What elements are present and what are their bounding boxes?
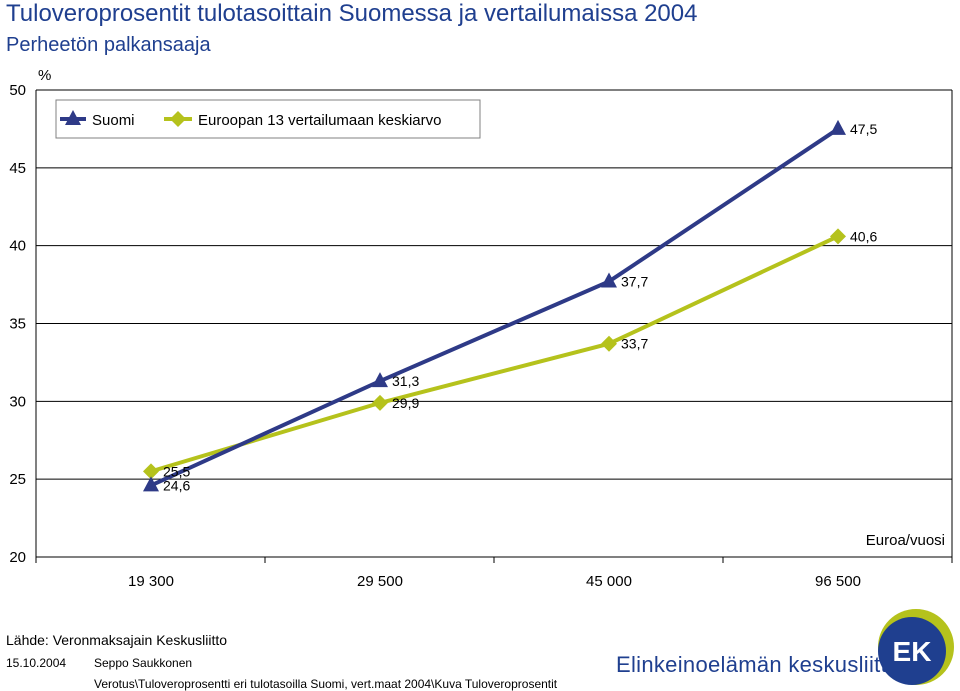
- data-label-europe: 33,7: [621, 336, 648, 352]
- series-line-europe: [150, 234, 839, 474]
- x-tick-label: 19 300: [128, 573, 174, 590]
- chart-title: Tuloveroprosentit tulotasoittain Suomess…: [6, 0, 698, 27]
- footer-author: Seppo Saukkonen: [94, 656, 193, 670]
- ek-logo-disc: [878, 617, 946, 685]
- brand-name: Elinkeinoelämän keskusliitto: [616, 652, 900, 677]
- y-tick-label: 20: [9, 549, 26, 566]
- europe-point: [830, 228, 846, 245]
- ek-logo-text: EK: [893, 636, 932, 667]
- data-label-europe: 40,6: [850, 228, 877, 244]
- data-label-suomi: 37,7: [621, 273, 648, 289]
- y-tick-label: 50: [9, 82, 26, 99]
- footer-date: 15.10.2004: [6, 656, 67, 670]
- europe-point: [601, 335, 617, 352]
- suomi-point: [143, 476, 159, 492]
- legend-label-suomi: Suomi: [92, 112, 135, 129]
- chart-subtitle: Perheetön palkansaaja: [6, 34, 211, 56]
- data-label-europe: 29,9: [392, 395, 419, 411]
- x-tick-label: 45 000: [586, 573, 632, 590]
- y-tick-label: 40: [9, 238, 26, 255]
- y-axis-label: %: [38, 67, 51, 84]
- source-note: Lähde: Veronmaksajain Keskusliitto: [6, 632, 228, 648]
- data-label-suomi: 24,6: [163, 477, 190, 493]
- x-axis-label: Euroa/vuosi: [866, 532, 945, 549]
- data-label-europe: 25,5: [163, 463, 190, 479]
- y-tick-label: 35: [9, 316, 26, 333]
- legend-label-europe: Euroopan 13 vertailumaan keskiarvo: [198, 112, 441, 129]
- europe-point: [143, 463, 159, 480]
- suomi-point: [601, 272, 617, 288]
- data-label-suomi: 47,5: [850, 121, 877, 137]
- legend-box: [55, 99, 481, 139]
- suomi-point: [372, 372, 388, 388]
- legend-marker-europe: [170, 111, 186, 127]
- ek-logo: EK: [878, 609, 954, 685]
- y-tick-label: 25: [9, 471, 26, 488]
- x-tick-label: 29 500: [357, 573, 403, 590]
- series-line-suomi: [150, 127, 840, 488]
- y-tick-label: 45: [9, 160, 26, 177]
- legend-marker-suomi: [65, 110, 81, 125]
- x-tick-label: 96 500: [815, 573, 861, 590]
- data-label-suomi: 31,3: [392, 373, 419, 389]
- europe-point: [372, 394, 388, 411]
- y-tick-label: 30: [9, 393, 26, 410]
- footer-file-path: Verotus\Tuloveroprosentti eri tulotasoil…: [94, 677, 558, 691]
- suomi-point: [830, 119, 846, 135]
